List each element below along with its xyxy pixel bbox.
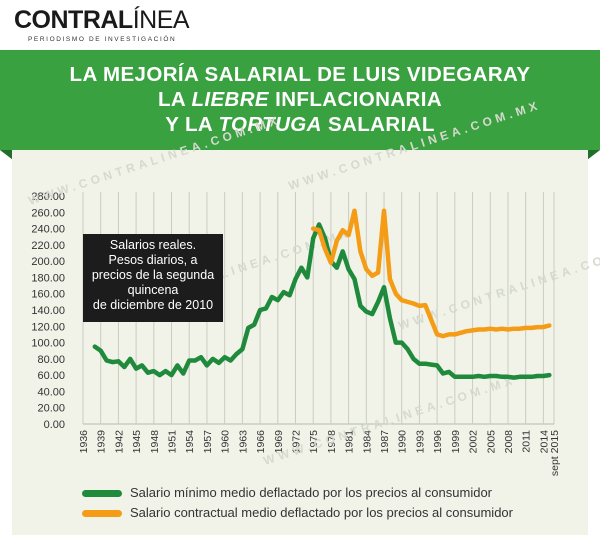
watermark-text: WWW.CONTRALINEA.COM.MX: [287, 98, 543, 193]
x-tick-label: 1966: [255, 430, 267, 454]
x-tick-label: 1957: [202, 430, 214, 454]
banner-line-2: LA LIEBRE INFLACIONARIA: [157, 88, 443, 111]
logo-tagline: PERIODISMO DE INVESTIGACIÓN: [28, 36, 177, 43]
legend-item-contract-wage: Salario contractual medio deflactado por…: [82, 504, 600, 524]
x-tick-label: 2011: [521, 430, 533, 453]
note-line: de diciembre de 2010: [92, 298, 214, 312]
note-line: quincena: [127, 283, 179, 297]
x-tick-label: 1981: [344, 430, 356, 454]
x-tick-label: 1945: [131, 430, 143, 454]
x-tick-label: 1954: [184, 430, 196, 454]
x-tick-label: 1963: [237, 430, 249, 454]
x-tick-label: 1990: [397, 430, 409, 454]
y-tick-label: 80.00: [37, 354, 65, 366]
y-tick-label: 20.00: [37, 403, 65, 415]
watermark-text: WWW.CONTRALINEA.COM.MX: [397, 238, 600, 333]
logo-wordmark: CONTRALÍNEA: [14, 6, 190, 34]
x-tick-label: 1951: [167, 430, 179, 454]
banner-title: LA MEJORÍA SALARIAL DE LUIS VIDEGARAY LA…: [0, 62, 600, 137]
x-tick-label: 1942: [113, 430, 125, 454]
x-tick-label: 1948: [149, 430, 161, 454]
y-tick-label: 220.00: [31, 240, 65, 252]
legend-label: Salario mínimo medio deflactado por los …: [130, 485, 493, 500]
legend-label: Salario contractual medio deflactado por…: [130, 505, 513, 520]
y-tick-label: 100.00: [31, 338, 65, 350]
x-tick-label: 1939: [96, 430, 108, 454]
y-tick-label: 240.00: [31, 224, 65, 236]
series-lines: [92, 208, 552, 380]
x-tick-label: 1972: [290, 430, 302, 454]
y-tick-label: 260.00: [31, 207, 65, 219]
x-tick-label: 1969: [273, 430, 285, 454]
x-tick-label: 1987: [379, 430, 391, 454]
x-tick-label: 2005: [485, 430, 497, 454]
series-line-minimum-wage: [92, 222, 552, 380]
legend-item-minimum-wage: Salario mínimo medio deflactado por los …: [82, 484, 600, 504]
x-tick-label: 2014: [538, 430, 550, 454]
note-line: Pesos diarios, a: [108, 253, 198, 267]
y-tick-label: 200.00: [31, 256, 65, 268]
x-tick-label: sept 2015: [549, 430, 561, 476]
y-axis: 0.00 20.00 40.00 60.00 80.00 100.00 120.00 140.…: [31, 191, 65, 431]
chart-note-box: Salarios reales. Pesos diarios, a precio…: [83, 234, 223, 322]
x-tick-label: 1996: [432, 430, 444, 454]
x-tick-label: 1936: [78, 430, 90, 454]
x-tick-label: 1999: [450, 430, 462, 454]
y-tick-label: 180.00: [31, 272, 65, 284]
note-line: precios de la segunda: [91, 268, 215, 282]
legend-swatch-orange: [82, 510, 122, 517]
x-tick-label: 1984: [361, 430, 373, 454]
banner-line-1: LA MEJORÍA SALARIAL DE LUIS VIDEGARAY: [69, 63, 531, 86]
banner-line-3: Y LA TORTUGA SALARIAL: [165, 113, 435, 136]
chart-legend: Salario mínimo medio deflactado por los …: [82, 484, 600, 524]
x-tick-label: 1978: [326, 430, 338, 454]
note-line: Salarios reales.: [109, 238, 197, 252]
y-tick-label: 0.00: [44, 419, 65, 431]
x-tick-label: 1960: [220, 430, 232, 454]
contralinea-logo: CONTRALÍNEA PERIODISMO DE INVESTIGACIÓN: [14, 6, 214, 46]
y-tick-label: 160.00: [31, 289, 65, 301]
series-line-contract-wage: [310, 208, 552, 339]
y-tick-label: 120.00: [31, 321, 65, 333]
chart-panel: [12, 150, 588, 535]
y-tick-label: 280.00: [31, 191, 65, 203]
y-tick-label: 60.00: [37, 370, 65, 382]
legend-swatch-green: [82, 490, 122, 497]
y-tick-label: 140.00: [31, 305, 65, 317]
x-tick-label: 2002: [468, 430, 480, 454]
watermark-text: WWW.CONTRALINEA.COM.MX: [27, 113, 283, 208]
x-axis: 1936 1939 1942 1945 1948 1951 1954 1957 1960 1963…: [78, 430, 561, 476]
x-tick-label: 1993: [414, 430, 426, 454]
y-tick-label: 40.00: [37, 386, 65, 398]
x-tick-label: 2008: [503, 430, 515, 454]
x-tick-label: 1975: [308, 430, 320, 454]
